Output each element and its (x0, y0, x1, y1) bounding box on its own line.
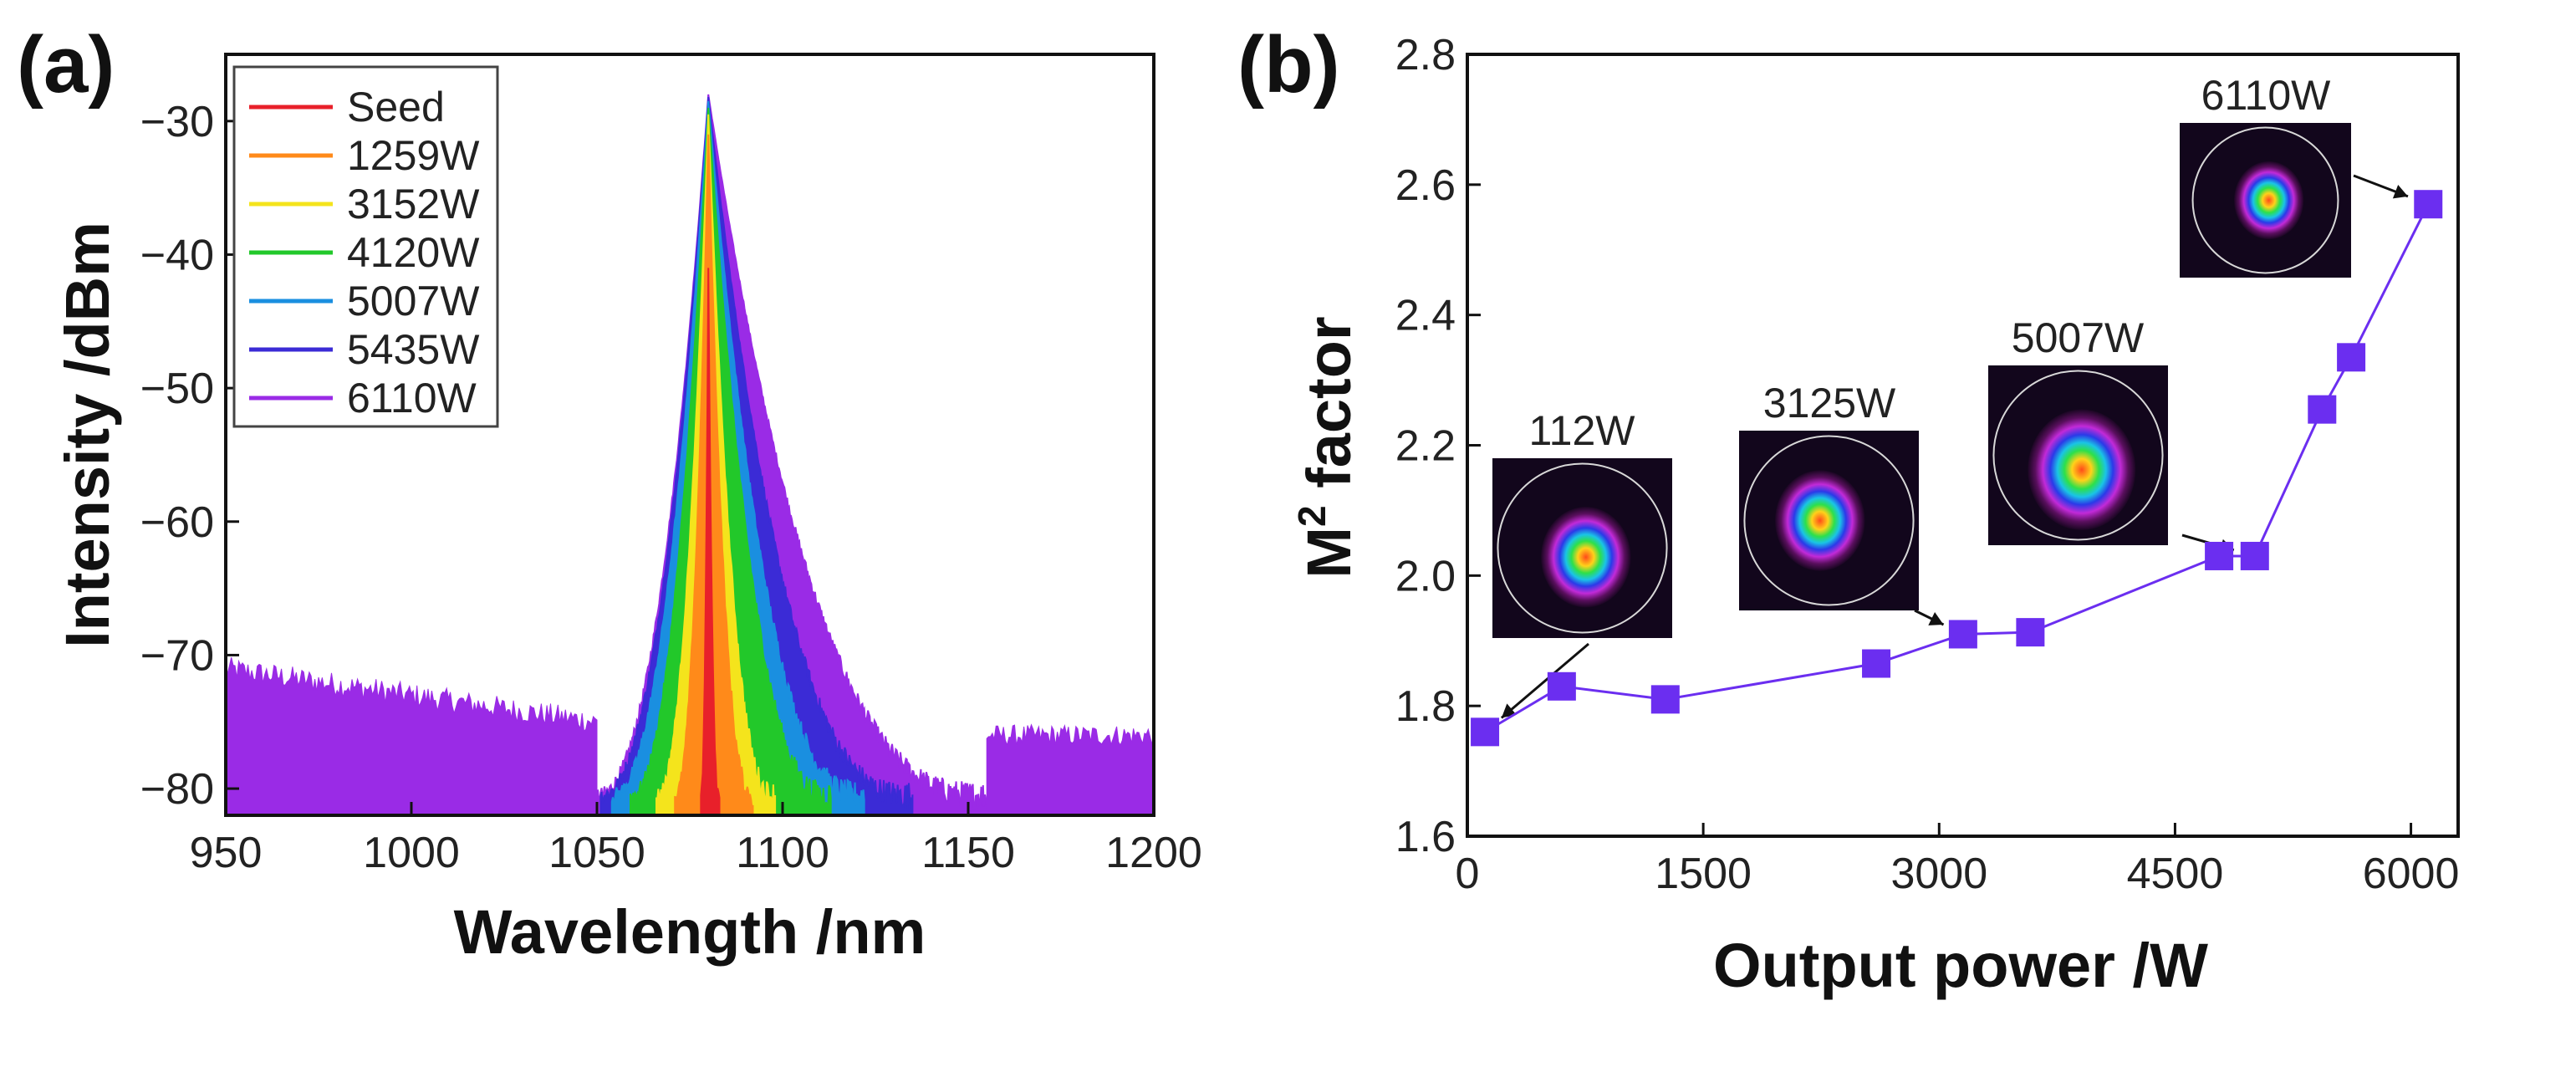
m2-y-axis-title-sup: 2 (1290, 505, 1334, 527)
spectrum-series-1259W (674, 134, 754, 816)
background-noise-group (225, 656, 1155, 816)
beam-inset-label: 112W (1529, 407, 1636, 454)
legend-label-4120W: 4120W (347, 229, 480, 276)
spectrum-ticks: 950 1000 1050 1100 1150 1200 −80 −70 −60 −50 −40 −3… (140, 98, 1202, 877)
spectrum-series-4120W (630, 107, 832, 816)
inset-arrow-head (2392, 184, 2408, 199)
legend-label-1259W: 1259W (347, 132, 480, 179)
beam-inset-label: 6110W (2201, 72, 2332, 119)
m2-point (2016, 618, 2045, 647)
beam-spot (1775, 470, 1865, 571)
y-tick-label: 1.8 (1395, 682, 1456, 731)
y-tick-label: −50 (140, 365, 214, 413)
x-tick-label: 4500 (2127, 850, 2224, 898)
noise-left (225, 656, 598, 816)
m2-point (1862, 649, 1891, 678)
spectrum-y-axis-title: Intensity /dBm (53, 222, 122, 648)
x-tick-label: 1150 (921, 829, 1015, 877)
y-tick-label: 2.6 (1395, 161, 1456, 210)
beam-inset-3125W: 3125W (1739, 380, 1945, 626)
noise-right (986, 723, 1155, 816)
beam-aperture-circle (1497, 462, 1668, 634)
y-tick-label: −70 (140, 631, 214, 680)
inset-arrow-head (1928, 612, 1944, 625)
beam-inset-112W: 112W (1492, 407, 1672, 719)
legend-label-5007W: 5007W (347, 278, 480, 324)
y-tick-label: −40 (140, 231, 214, 279)
x-tick-label: 1050 (548, 829, 645, 877)
beam-profile-insets: 112W 3125W 5007W 6110W (1492, 72, 2409, 719)
y-tick-label: 2.4 (1395, 292, 1456, 340)
m2-chart: 0 1500 3000 4500 6000 1.6 1.8 2.0 2.2 2.4 2.6 2.8 1… (1290, 31, 2460, 1000)
x-tick-label: 0 (1456, 850, 1480, 898)
panel-b-label: (b) (1237, 20, 1340, 110)
y-tick-label: 2.8 (1395, 31, 1456, 79)
y-tick-label: −60 (140, 498, 214, 547)
beam-spot (2028, 409, 2136, 530)
legend-box (232, 65, 499, 428)
m2-y-axis-title-m: M (1294, 527, 1364, 579)
beam-inset-label: 3125W (1763, 380, 1896, 426)
legend-label-Seed: Seed (347, 84, 445, 130)
panel-a-label: (a) (17, 20, 115, 110)
beam-aperture-circle (1992, 370, 2164, 541)
spectrum-series-Seed (700, 268, 721, 816)
m2-series (1471, 190, 2443, 747)
m2-point (2240, 541, 2269, 570)
m2-x-axis-title: Output power /W (1713, 931, 2208, 1000)
beam-inset-5007W: 5007W (1988, 314, 2235, 554)
y-tick-label: 1.6 (1395, 813, 1456, 861)
m2-y-axis-title-rest: factor (1294, 316, 1364, 505)
y-tick-label: −30 (140, 98, 214, 146)
legend-label-3152W: 3152W (347, 181, 480, 227)
m2-point (1547, 671, 1576, 701)
m2-point (2308, 395, 2337, 424)
m2-point (2337, 343, 2366, 372)
x-tick-label: 6000 (2363, 850, 2460, 898)
m2-point (1650, 685, 1680, 714)
spectrum-plot-frame (224, 53, 1155, 817)
x-tick-label: 1500 (1655, 850, 1752, 898)
y-tick-label: 2.0 (1395, 552, 1456, 600)
y-tick-label: 2.2 (1395, 422, 1456, 471)
m2-y-axis-title: M2 factor (1290, 316, 1364, 578)
x-tick-label: 1000 (363, 829, 460, 877)
m2-point (1471, 717, 1500, 747)
x-tick-label: 1200 (1105, 829, 1202, 877)
spectrum-chart: 950 1000 1050 1100 1150 1200 −80 −70 −60 −50 −40 −3… (53, 53, 1202, 967)
legend-label-5435W: 5435W (347, 326, 480, 373)
y-tick-label: −80 (140, 765, 214, 814)
beam-spot (2233, 161, 2304, 240)
m2-point (2414, 190, 2443, 219)
beam-inset-label: 5007W (2012, 314, 2145, 361)
legend-label-6110W: 6110W (347, 375, 477, 421)
beam-aperture-circle (2191, 126, 2339, 274)
spectrum-series-group (596, 94, 988, 816)
x-tick-label: 3000 (1890, 850, 1987, 898)
x-tick-label: 950 (190, 829, 263, 877)
beam-inset-6110W: 6110W (2180, 72, 2409, 278)
m2-ticks: 0 1500 3000 4500 6000 1.6 1.8 2.0 2.2 2.4 2.6 2.8 (1395, 31, 2460, 898)
m2-point (1948, 620, 1977, 649)
inset-arrow-line (1500, 642, 1589, 719)
m2-plot-frame (1466, 53, 2460, 838)
x-tick-label: 1100 (736, 829, 829, 877)
beam-spot (1541, 507, 1631, 608)
beam-aperture-circle (1743, 435, 1915, 606)
m2-point (2205, 541, 2234, 570)
spectrum-x-axis-title: Wavelength /nm (454, 897, 926, 967)
